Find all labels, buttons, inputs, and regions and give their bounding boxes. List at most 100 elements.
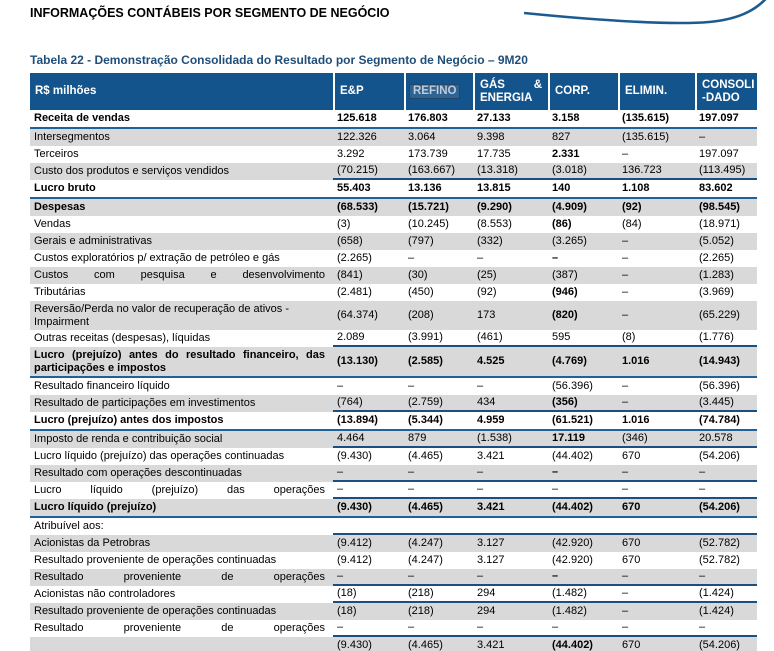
- cell-elimin: (135.615): [622, 112, 670, 124]
- table-row: Lucro (prejuízo) antes dos impostos (13.8…: [30, 412, 757, 431]
- row-label: Resultado de participações em investimen…: [34, 397, 256, 409]
- row-label: Resultado proveniente de operações conti…: [34, 605, 277, 617]
- table-row: Custos com pesquisa e desenvolvimento (84…: [30, 267, 757, 284]
- table-row: Resultado de participações em investimen…: [30, 395, 757, 412]
- cell-corp: 2.331: [552, 148, 580, 160]
- cell-elimin: (8): [618, 330, 695, 347]
- table-row: Lucro bruto 55.403 13.136 13.815 140 1.108 83.…: [30, 180, 757, 199]
- cell-consolidado: (1.424): [695, 586, 757, 603]
- cell-refino: (218): [408, 605, 434, 617]
- cell-consolidado: (54.206): [699, 450, 740, 462]
- table-row: Custo dos produtos e serviços vendidos (7…: [30, 163, 757, 180]
- cell-gas-energia: (1.538): [473, 431, 548, 448]
- cell-refino: 3.064: [408, 131, 436, 143]
- table-row: Lucro líquido (prejuízo) das operações – –…: [30, 482, 757, 499]
- cell-refino: (4.465): [408, 639, 443, 651]
- cell-corp: (3.018): [548, 163, 618, 180]
- cell-refino: 176.803: [408, 112, 448, 124]
- cell-consolidado: –: [695, 465, 757, 482]
- cell-ep: 55.403: [337, 182, 371, 194]
- cell-gas-energia: –: [473, 569, 548, 586]
- table-row: (9.430) (4.465) 3.421 (44.402) 670 (54.206): [30, 637, 757, 651]
- cell-ep: 125.618: [337, 112, 377, 124]
- cell-elimin: (84): [622, 218, 642, 230]
- table-row: Imposto de renda e contribuição social 4.…: [30, 431, 757, 448]
- cell-corp: (3.265): [552, 235, 587, 247]
- table-title: Tabela 22 - Demonstração Consolidada do …: [30, 53, 528, 67]
- cell-corp: 827: [552, 131, 571, 143]
- cell-gas-energia: 27.133: [477, 112, 511, 124]
- row-label: Vendas: [34, 218, 71, 230]
- cell-consolidado: 197.097: [699, 112, 739, 124]
- row-label: Tributárias: [34, 286, 86, 298]
- cell-refino: –: [404, 620, 473, 637]
- cell-ep: (9.430): [337, 639, 372, 651]
- row-label: Resultado proveniente de operações: [34, 571, 325, 583]
- cell-consolidado: (5.052): [699, 235, 734, 247]
- column-header-refino: REFINO: [404, 73, 473, 110]
- cell-elimin: –: [622, 269, 629, 281]
- row-label: Lucro líquido (prejuízo): [34, 501, 157, 513]
- cell-refino: (4.247): [408, 554, 443, 566]
- cell-corp: (820): [552, 309, 578, 321]
- cell-gas-energia: (13.318): [473, 163, 548, 180]
- cell-refino: (2.585): [408, 355, 443, 367]
- cell-refino: 879: [404, 431, 473, 448]
- cell-elimin: –: [622, 252, 629, 264]
- column-header-unit: R$ milhões: [35, 85, 97, 97]
- cell-corp: –: [552, 252, 559, 264]
- cell-elimin: –: [622, 309, 629, 321]
- cell-elimin: (135.615): [622, 131, 670, 143]
- table-row: Atribuível aos:: [30, 518, 757, 535]
- cell-gas-energia: 294: [473, 586, 548, 603]
- cell-refino: –: [408, 380, 415, 392]
- cell-refino: [404, 518, 473, 535]
- cell-ep: –: [337, 380, 344, 392]
- cell-corp: –: [548, 569, 618, 586]
- cell-gas-energia: 3.421: [477, 450, 505, 462]
- cell-refino: –: [404, 482, 473, 499]
- cell-gas-energia: 294: [477, 605, 496, 617]
- cell-corp: (1.482): [552, 605, 587, 617]
- cell-refino: (4.247): [408, 537, 443, 549]
- segment-results-table: R$ milhões E&P REFINO GÁS & ENERGIA CORP. ELI…: [30, 73, 757, 651]
- cell-elimin: 1.016: [622, 355, 650, 367]
- cell-refino: (5.344): [408, 414, 443, 426]
- cell-gas-energia: 3.127: [477, 554, 505, 566]
- cell-corp: (44.402): [552, 501, 593, 513]
- row-label: Despesas: [34, 201, 86, 213]
- cell-consolidado: –: [695, 482, 757, 499]
- cell-elimin: 1.016: [622, 414, 650, 426]
- row-label: Custo dos produtos e serviços vendidos: [34, 165, 230, 177]
- cell-corp: (56.396): [552, 380, 593, 392]
- column-header-corp: CORP.: [548, 73, 618, 110]
- cell-gas-energia: 434: [473, 395, 548, 412]
- column-header-gas-energia: GÁS & ENERGIA: [473, 73, 548, 110]
- cell-refino: (15.721): [408, 201, 449, 213]
- cell-ep: –: [333, 620, 404, 637]
- table-row: Resultado proveniente de operações – – – – – –: [30, 620, 757, 637]
- cell-refino: (3.991): [404, 330, 473, 347]
- table-row: Acionistas da Petrobras (9.412) (4.247) 3.1…: [30, 535, 757, 552]
- row-label: Reversão/Perda no valor de recuperação d…: [34, 303, 289, 328]
- cell-elimin: 670: [622, 450, 641, 462]
- cell-ep: (764): [333, 395, 404, 412]
- cell-consolidado: (52.782): [699, 537, 740, 549]
- cell-corp: 595: [548, 330, 618, 347]
- table-row: Resultado com operações descontinuadas – –…: [30, 465, 757, 482]
- row-label: Atribuível aos:: [34, 520, 104, 532]
- cell-gas-energia: 17.735: [477, 148, 511, 160]
- cell-consolidado: –: [695, 569, 757, 586]
- cell-consolidado: (1.283): [699, 269, 734, 281]
- cell-corp: (42.920): [552, 537, 593, 549]
- cell-consolidado: (3.969): [699, 286, 734, 298]
- cell-gas-energia: –: [473, 482, 548, 499]
- cell-gas-energia: (9.290): [477, 201, 512, 213]
- table-row: Lucro líquido (prejuízo) (9.430) (4.465) 3.…: [30, 499, 757, 518]
- table-row: Outras receitas (despesas), líquidas 2.08…: [30, 330, 757, 347]
- cell-corp: [548, 518, 618, 535]
- cell-refino: –: [404, 569, 473, 586]
- cell-refino: (10.245): [408, 218, 449, 230]
- cell-refino: (208): [408, 309, 434, 321]
